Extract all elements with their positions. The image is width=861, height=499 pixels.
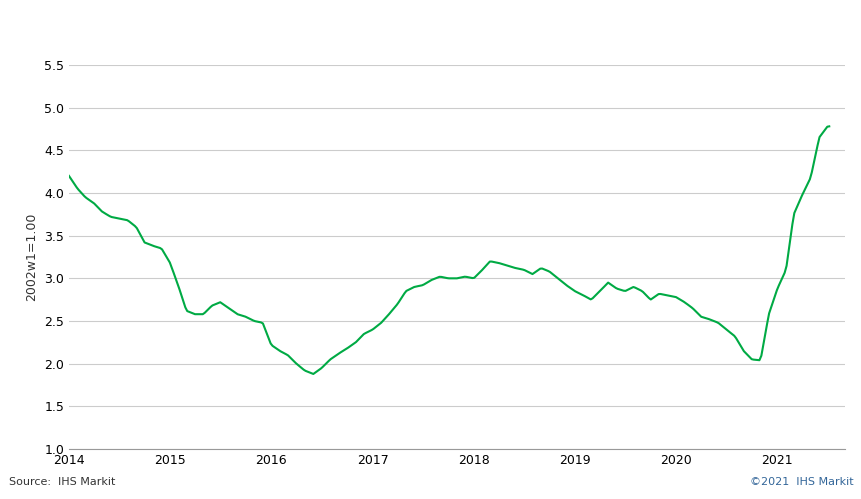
Text: ©2021  IHS Markit: ©2021 IHS Markit: [749, 477, 852, 487]
Y-axis label: 2002w1=1.00: 2002w1=1.00: [26, 213, 39, 301]
Text: IHS Markit Materials  Price Index: IHS Markit Materials Price Index: [9, 23, 369, 42]
Text: Source:  IHS Markit: Source: IHS Markit: [9, 477, 115, 487]
